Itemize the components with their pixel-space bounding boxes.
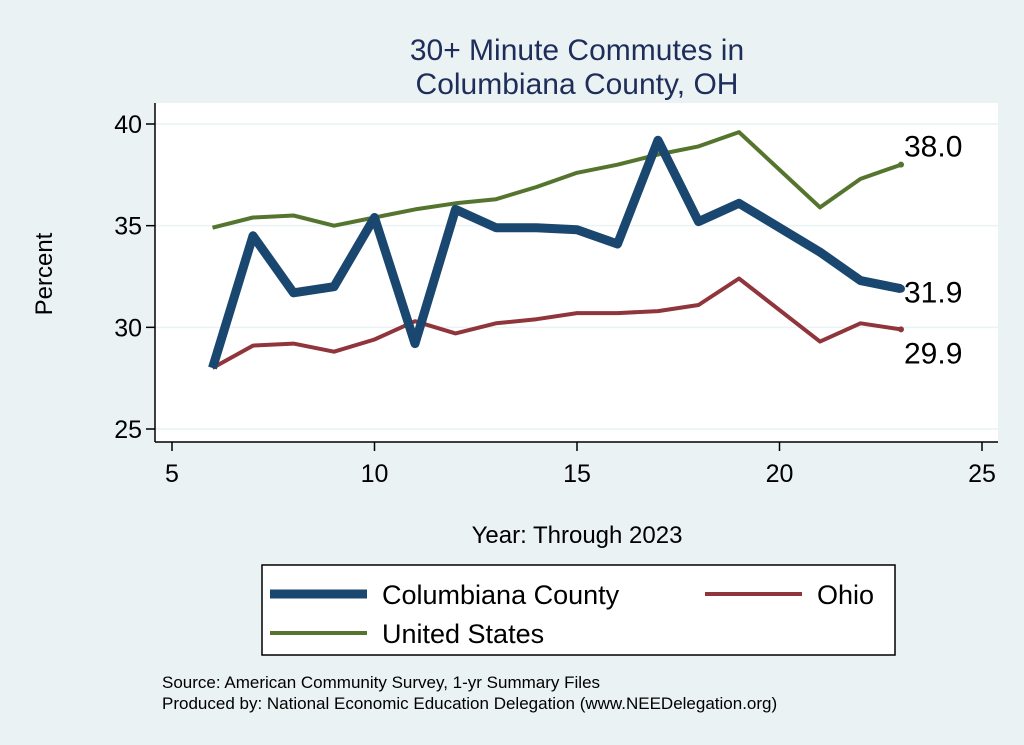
- end-point-marker: [898, 326, 904, 333]
- end-label: 31.9: [904, 277, 962, 310]
- legend-label: United States: [382, 619, 544, 649]
- plot-area: [155, 103, 998, 442]
- end-point-marker: [897, 284, 905, 293]
- series-line-united-states: [212, 130, 902, 230]
- series-group: [208, 130, 905, 370]
- x-axis-label: Year: Through 2023: [472, 522, 683, 549]
- x-tick-label: 5: [165, 460, 179, 488]
- x-tick-label: 25: [968, 460, 996, 488]
- end-point-marker: [898, 161, 904, 168]
- legend-label: Columbiana County: [382, 580, 620, 610]
- producer-note: Produced by: National Economic Education…: [162, 694, 777, 713]
- x-tick-label: 15: [563, 460, 591, 488]
- y-tick-label: 25: [114, 416, 142, 444]
- y-axis-label: Percent: [31, 232, 58, 315]
- x-tick-label: 10: [361, 460, 389, 488]
- x-tick-label: 20: [766, 460, 794, 488]
- end-label: 38.0: [904, 131, 962, 164]
- chart-title-line-2: Columbiana County, OH: [416, 68, 739, 101]
- y-tick-label: 40: [114, 111, 142, 139]
- series-line-columbiana-county: [208, 135, 902, 370]
- chart-title-line-1: 30+ Minute Commutes in: [410, 34, 744, 67]
- end-label: 29.9: [904, 337, 962, 370]
- series-line-ohio: [211, 276, 902, 370]
- legend-box: [261, 564, 896, 656]
- axes: 25 30 35 40 5 10 15 20 25: [114, 103, 998, 488]
- legend: Columbiana County Ohio United States: [261, 564, 896, 656]
- y-tick-label: 30: [114, 314, 142, 342]
- source-note: Source: American Community Survey, 1-yr …: [162, 673, 600, 692]
- legend-label: Ohio: [817, 580, 874, 610]
- y-tick-label: 35: [114, 213, 142, 241]
- end-labels: 31.9 29.9 38.0: [904, 131, 962, 371]
